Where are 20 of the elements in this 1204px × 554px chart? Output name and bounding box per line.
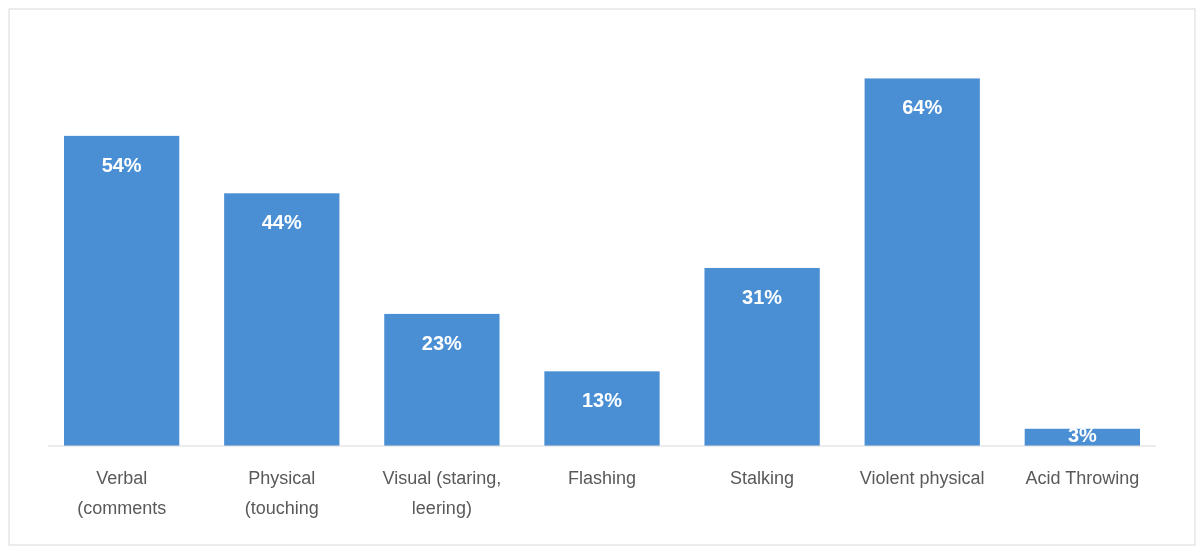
x-tick-label: Physical (touching [244,468,319,518]
data-label: 23% [421,331,463,354]
data-label: 31% [742,285,783,308]
bar [704,267,820,446]
data-label: 54% [101,153,142,176]
x-tick-label: Acid Throwing [1025,468,1140,488]
bar [544,371,660,446]
bar [384,313,500,446]
bar [64,135,180,446]
x-tick-label: Stalking [730,468,795,488]
bar [224,193,340,446]
data-label: 13% [581,389,623,412]
x-tick-label: Verbal (comments [77,468,167,518]
data-label: 3% [1067,424,1098,446]
x-tick-label: Violent physical [859,468,985,488]
data-label: 44% [261,211,302,234]
x-tick-label: Visual (staring, leering) [382,468,502,518]
data-label: 64% [902,96,943,119]
x-tick-label: Flashing [567,468,637,488]
bar [864,78,980,446]
